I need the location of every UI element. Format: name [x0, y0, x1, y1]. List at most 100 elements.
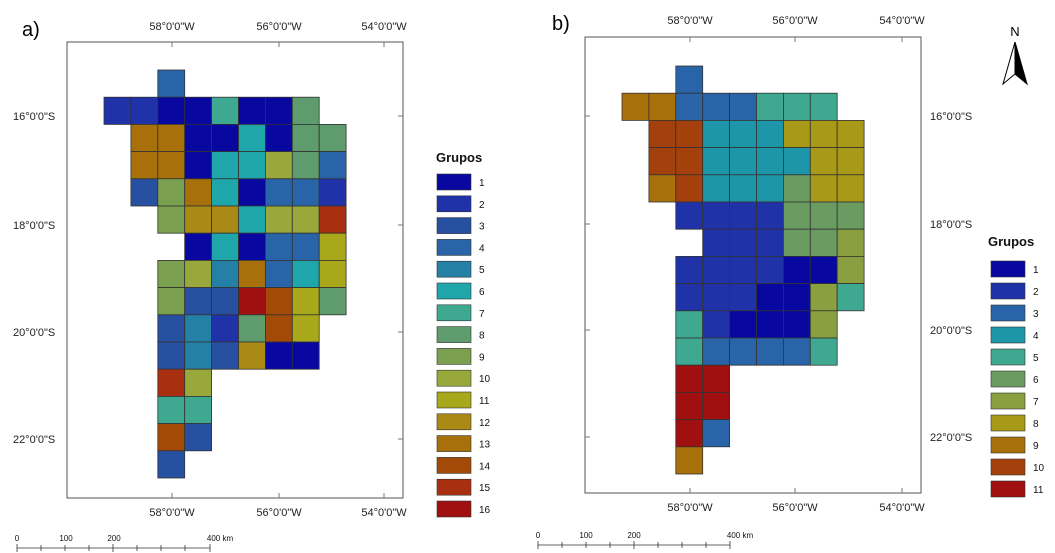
panel-b-frame-ticks — [585, 37, 903, 493]
panel-b-cell-r2-c5 — [756, 120, 784, 149]
panel-b-scale-label-100: 100 — [579, 531, 593, 540]
panel-b-top-lon-label-2: 56°0'0"W — [772, 15, 818, 27]
panel-a-map: a) 58°0'0"W 56°0'0"W 54°0'0"W 58°0'0"W 5… — [13, 19, 491, 552]
panel-b-cell-r6-c6 — [783, 228, 811, 257]
panel-a-legend-label-4: 4 — [479, 243, 485, 254]
panel-b-cell-r10-c7 — [809, 337, 838, 366]
panel-a-cell-r6-c8 — [318, 232, 347, 261]
panel-a-bottom-lon-label-1: 58°0'0"W — [149, 507, 195, 519]
north-arrow-label: N — [1010, 24, 1019, 39]
panel-a-cell-r2-c7 — [291, 124, 320, 153]
panel-b-legend-swatch-4 — [990, 326, 1026, 344]
panel-a-legend-label-3: 3 — [479, 222, 485, 233]
north-arrow-left-half — [1002, 41, 1016, 86]
panel-a-cell-r1-c5 — [238, 96, 266, 125]
panel-a-cell-r8-c7 — [291, 287, 320, 316]
panel-b-cell-r9-c7 — [809, 310, 838, 339]
panel-b-cell-r12-c3 — [702, 391, 731, 420]
panel-a-cell-r5-c3 — [184, 205, 212, 234]
panel-a-legend-swatch-7 — [436, 304, 472, 322]
panel-b-cell-r2-c3 — [702, 120, 731, 149]
panel-b-legend-label-1: 1 — [1033, 265, 1039, 276]
panel-b-cell-r13-c3 — [702, 419, 731, 448]
panel-a-legend-label-7: 7 — [479, 309, 485, 320]
panel-a-cell-r6-c4 — [211, 232, 239, 261]
panel-b-cell-r8-c3 — [702, 283, 731, 312]
panel-a-scale-label-400: 400 km — [207, 534, 234, 543]
panel-a-cell-r5-c4 — [211, 205, 239, 234]
panel-a-cell-r7-c8 — [318, 259, 347, 288]
panel-a-legend-swatch-1 — [436, 173, 472, 191]
panel-b-cell-r6-c3 — [702, 228, 731, 257]
panel-b-cell-r7-c6 — [783, 255, 811, 284]
panel-b-cell-r1-c2 — [675, 92, 704, 121]
panel-b-lat-label-2: 18°0'0"S — [930, 219, 972, 231]
panel-a-scale-label-200: 200 — [107, 534, 121, 543]
panel-a-legend-label-11: 11 — [479, 396, 490, 407]
panel-a-cell-r8-c3 — [184, 287, 212, 316]
panel-a-cell-r7-c5 — [238, 259, 266, 288]
panel-b-cell-r5-c5 — [756, 201, 784, 230]
panel-b-cell-r4-c3 — [702, 174, 731, 203]
panel-a-cell-r10-c2 — [157, 341, 186, 370]
panel-b-cell-r12-c2 — [675, 391, 704, 420]
panel-a-cell-r3-c3 — [184, 151, 212, 180]
panel-a-cell-r3-c1 — [130, 151, 159, 180]
panel-b-cell-r8-c8 — [836, 283, 865, 312]
panel-a-top-lon-label-1: 58°0'0"W — [149, 21, 195, 33]
panel-b-scale-label-400: 400 km — [727, 531, 754, 540]
panel-b-map: b) 58°0'0"W 56°0'0"W 54°0'0"W 58°0'0"W 5… — [536, 13, 1045, 549]
panel-a-cell-r7-c4 — [211, 259, 239, 288]
panel-b-cell-r1-c4 — [729, 92, 757, 121]
panel-b-cell-r7-c7 — [809, 255, 838, 284]
panel-a-legend-swatch-9 — [436, 348, 472, 365]
panel-a-legend-swatch-4 — [436, 239, 472, 256]
panel-a-cell-r3-c6 — [264, 151, 293, 180]
panel-b-cell-r6-c4 — [729, 228, 757, 257]
panel-b-cell-r4-c1 — [648, 174, 677, 203]
panel-a-cell-r10-c3 — [184, 341, 212, 370]
panel-a-cell-r4-c3 — [184, 178, 212, 207]
panel-a-cell-r4-c6 — [264, 178, 293, 207]
panel-b-cell-r1-c7 — [809, 92, 838, 121]
panel-b-cell-r9-c5 — [756, 310, 784, 339]
panel-a-cell-r2-c2 — [157, 124, 186, 153]
panel-b-legend-title: Grupos — [988, 234, 1034, 249]
panel-a-scale-label-100: 100 — [59, 534, 73, 543]
panel-b-cell-r10-c6 — [783, 337, 811, 366]
panel-b-cell-r8-c7 — [809, 283, 838, 312]
panel-b-legend-swatch-8 — [990, 414, 1026, 432]
panel-a-cell-r3-c4 — [211, 151, 239, 180]
panel-a-legend-label-14: 14 — [479, 461, 491, 472]
panel-b-cell-r3-c3 — [702, 147, 731, 176]
panel-a-legend-swatch-13 — [436, 435, 472, 452]
panel-b-cell-r10-c5 — [756, 337, 784, 366]
panel-a-cell-r1-c3 — [184, 96, 212, 125]
panel-b-cell-r4-c5 — [756, 174, 784, 203]
panel-b-cell-r5-c6 — [783, 201, 811, 230]
panel-a-legend-swatch-3 — [436, 217, 472, 234]
panel-b-legend-label-4: 4 — [1033, 331, 1039, 342]
panel-a-legend-swatch-6 — [436, 282, 472, 300]
panel-a-legend-label-8: 8 — [479, 331, 485, 342]
panel-a-cell-r8-c4 — [211, 287, 239, 316]
panel-b-cell-r4-c4 — [729, 174, 757, 203]
panel-a-letter: a) — [22, 19, 40, 41]
panel-b-cell-r5-c7 — [809, 201, 838, 230]
panel-a-cell-r8-c6 — [264, 287, 293, 316]
panel-a-cell-r8-c2 — [157, 287, 186, 316]
panel-a-cell-r8-c8 — [318, 287, 347, 316]
panel-a-cell-r1-c7 — [291, 96, 320, 125]
panel-a-cell-r10-c4 — [211, 341, 239, 370]
panel-a-lat-label-2: 18°0'0"S — [13, 220, 55, 232]
panel-b-lat-label-1: 16°0'0"S — [930, 111, 972, 123]
panel-b-cell-r11-c2 — [675, 364, 704, 393]
panel-b-cell-r5-c4 — [729, 201, 757, 230]
panel-a-cell-r3-c8 — [318, 151, 347, 180]
panel-b-legend-swatch-9 — [990, 436, 1026, 454]
panel-b-cell-r9-c4 — [729, 310, 757, 339]
panel-a-cell-r6-c3 — [184, 232, 212, 261]
panel-b-cell-r5-c3 — [702, 201, 731, 230]
panel-a-scale-label-0: 0 — [15, 534, 20, 543]
